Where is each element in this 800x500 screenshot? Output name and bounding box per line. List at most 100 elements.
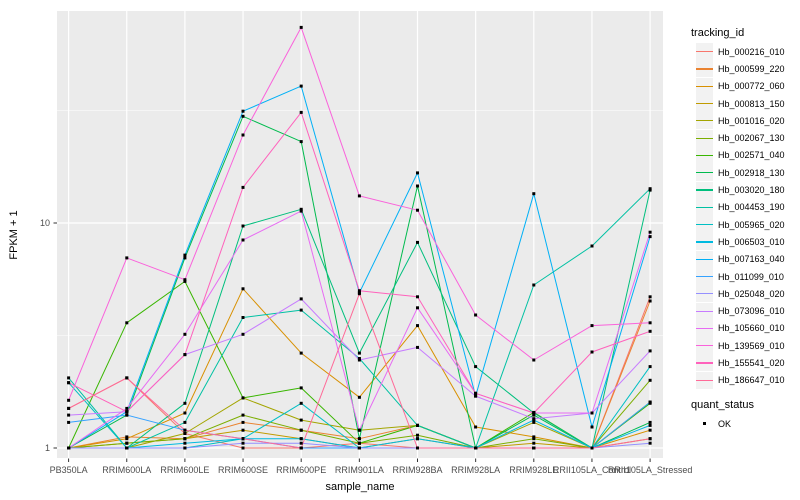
legend-title-tracking-id: tracking_id: [691, 27, 745, 39]
data-point: [648, 329, 652, 333]
data-point: [648, 437, 652, 441]
data-point: [125, 321, 129, 325]
legend-item-label: OK: [718, 418, 732, 429]
legend-key-line-icon: [696, 206, 713, 208]
x-tick-label: RRIM928BA: [392, 465, 442, 475]
legend-item-label: Hb_000216_010: [718, 46, 785, 57]
data-point: [474, 313, 478, 317]
data-point: [357, 428, 361, 432]
legend-key-line-icon: [696, 241, 713, 243]
y-axis-title: FPKM + 1: [8, 210, 20, 260]
data-point: [125, 410, 129, 414]
x-tick-label: PB350LA: [50, 465, 88, 475]
legend-key-icon: [696, 250, 713, 268]
x-tick-label: RRII105LA_Control: [553, 465, 631, 475]
data-point: [125, 435, 129, 439]
data-point: [416, 171, 419, 175]
legend-item: Hb_002918_130: [696, 164, 785, 182]
x-tick-label: RRIM600LA: [102, 465, 151, 475]
legend-key-line-icon: [696, 258, 713, 260]
data-point: [532, 192, 536, 196]
legend-item-label: Hb_006503_010: [718, 236, 785, 247]
legend-item-label: Hb_105660_010: [718, 323, 785, 334]
data-point: [532, 417, 536, 421]
data-point: [299, 351, 303, 355]
data-point: [183, 353, 187, 357]
data-point: [241, 133, 245, 137]
data-point: [183, 441, 187, 445]
data-point: [299, 437, 303, 441]
legend-key-line-icon: [696, 85, 713, 87]
data-point: [67, 413, 71, 417]
legend-key-icon: [696, 95, 713, 113]
data-point: [299, 207, 303, 211]
x-tick-label: RRIM600LE: [160, 465, 209, 475]
x-tick-label: RRIM600PE: [276, 465, 326, 475]
data-point: [590, 324, 594, 328]
legend-key-icon: [696, 77, 713, 95]
data-point: [416, 446, 419, 450]
legend-item: Hb_003020_180: [696, 181, 785, 199]
legend-item-label: Hb_155541_020: [718, 357, 785, 368]
data-point: [183, 437, 187, 441]
legend-item-label: Hb_139569_010: [718, 340, 785, 351]
data-point: [125, 437, 129, 441]
data-point: [416, 184, 419, 188]
legend-item: Hb_155541_020: [696, 354, 785, 372]
legend-key-line-icon: [696, 189, 713, 191]
data-point: [67, 376, 71, 380]
data-point: [416, 240, 419, 244]
data-point: [416, 324, 419, 328]
data-point: [299, 308, 303, 312]
legend-item-label: Hb_003020_180: [718, 185, 785, 196]
data-point: [299, 428, 303, 432]
legend-key-line-icon: [696, 68, 713, 70]
y-tick-label: 1: [45, 443, 50, 453]
legend-key-icon: [696, 319, 713, 337]
data-point: [648, 441, 652, 445]
data-point: [299, 25, 303, 29]
legend-item: Hb_000772_060: [696, 77, 785, 95]
data-point: [532, 358, 536, 362]
legend-key-icon: [696, 354, 713, 372]
legend-key-line-icon: [696, 224, 713, 226]
data-point: [590, 446, 594, 450]
data-point: [590, 411, 594, 415]
data-point: [183, 279, 187, 283]
legend-tracking-id-items: Hb_000216_010 Hb_000599_220 Hb_000772_060 H…: [696, 43, 785, 389]
point-square-icon: [703, 422, 706, 426]
legend-item: Hb_011099_010: [696, 268, 785, 285]
data-point: [474, 394, 478, 398]
data-point: [357, 446, 361, 450]
legend-key-line-icon: [696, 327, 713, 329]
data-point: [67, 398, 71, 402]
data-point: [474, 425, 478, 429]
data-point: [183, 253, 187, 257]
data-point: [590, 244, 594, 248]
legend-key-icon: [696, 285, 713, 303]
legend-item-label: Hb_011099_010: [718, 271, 784, 282]
data-point: [299, 84, 303, 88]
data-point: [532, 446, 536, 450]
data-point: [474, 446, 478, 450]
legend-key-line-icon: [696, 293, 713, 295]
data-point: [648, 349, 652, 353]
data-point: [125, 413, 129, 417]
legend-key-icon: [696, 233, 713, 251]
data-point: [183, 446, 187, 450]
data-point: [648, 400, 652, 404]
data-point: [299, 441, 303, 445]
data-point: [125, 406, 129, 410]
data-point: [648, 187, 652, 191]
data-point: [357, 194, 361, 198]
x-tick-label: RRIM901LA: [335, 465, 384, 475]
legend-key-icon: [696, 337, 713, 355]
data-point: [241, 413, 245, 417]
legend-item-label: Hb_025048_020: [718, 288, 785, 299]
data-point: [532, 437, 536, 441]
data-point: [183, 428, 187, 432]
legend-item: Hb_002067_130: [696, 129, 785, 147]
data-point: [416, 433, 419, 437]
data-point: [299, 446, 303, 450]
